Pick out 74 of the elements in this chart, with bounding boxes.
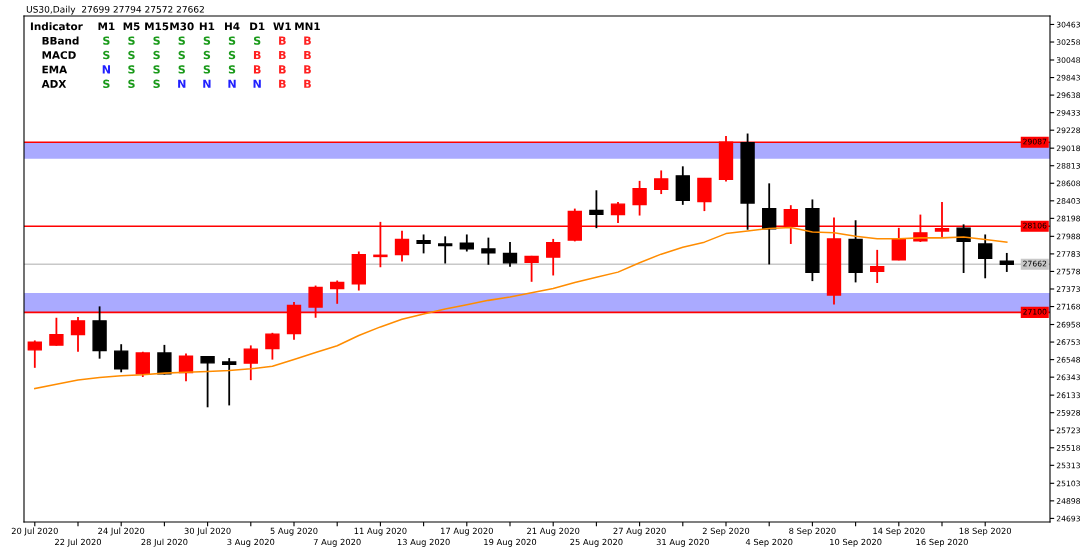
x-tick-label: 14 Sep 2020 bbox=[873, 527, 925, 536]
text: S bbox=[128, 79, 135, 89]
category-label: MN1 bbox=[295, 22, 320, 31]
text: N bbox=[253, 79, 261, 88]
text: B bbox=[279, 79, 286, 88]
x-tick-label: 30 Jul 2020 bbox=[184, 527, 231, 536]
text: S bbox=[178, 50, 185, 60]
x-tick-label: 8 Sep 2020 bbox=[789, 527, 836, 536]
x-tick-label: 17 Aug 2020 bbox=[441, 527, 493, 536]
text: S bbox=[228, 36, 236, 45]
x-tick-label: 27 Aug 2020 bbox=[613, 527, 666, 536]
text: B bbox=[253, 65, 261, 74]
text: S bbox=[228, 65, 236, 74]
text: S bbox=[103, 50, 110, 60]
category-label: M30 bbox=[170, 22, 194, 31]
x-tick-label: 20 Jul 2020 bbox=[11, 527, 58, 536]
text: N bbox=[102, 65, 110, 74]
chart-title: US30,Daily 27699 27794 27572 27662 bbox=[26, 5, 204, 15]
text: S bbox=[178, 36, 185, 45]
x-tick-label: 19 Aug 2020 bbox=[484, 538, 537, 547]
text: B bbox=[304, 50, 311, 60]
text: S bbox=[153, 36, 160, 45]
x-tick-label: 22 Jul 2020 bbox=[55, 538, 102, 547]
text: B bbox=[253, 50, 261, 60]
text: S bbox=[203, 65, 211, 74]
text: S bbox=[128, 36, 135, 45]
text: S bbox=[103, 79, 110, 89]
x-tick-label: 16 Sep 2020 bbox=[916, 538, 968, 547]
x-tick-label: 21 Aug 2020 bbox=[527, 527, 580, 536]
x-tick-label: 11 Aug 2020 bbox=[354, 527, 407, 536]
x-tick-label: 25 Aug 2020 bbox=[570, 538, 623, 547]
text: B bbox=[304, 65, 311, 74]
text: Indicator bbox=[30, 22, 83, 31]
category-label: EMA bbox=[42, 65, 68, 74]
x-tick-label: 31 Aug 2020 bbox=[656, 538, 709, 547]
text: S bbox=[153, 50, 160, 60]
text: B bbox=[304, 79, 311, 88]
text: S bbox=[153, 65, 160, 74]
x-tick-label: 24 Jul 2020 bbox=[98, 527, 145, 536]
text: S bbox=[178, 65, 185, 74]
text: B bbox=[279, 36, 286, 45]
category-label: M15 bbox=[145, 22, 169, 31]
category-label: BBand bbox=[42, 36, 79, 45]
x-tick-label: 18 Sep 2020 bbox=[959, 527, 1012, 536]
text: S bbox=[103, 36, 110, 45]
text: S bbox=[203, 50, 211, 60]
x-tick-label: 5 Aug 2020 bbox=[270, 527, 318, 536]
x-tick-label: 4 Sep 2020 bbox=[745, 538, 793, 547]
text: S bbox=[128, 50, 135, 60]
category-label: H1 bbox=[199, 22, 215, 31]
x-tick-label: 3 Aug 2020 bbox=[227, 538, 275, 547]
text: B bbox=[279, 50, 286, 60]
text: N bbox=[178, 79, 186, 88]
category-label: MACD bbox=[42, 51, 76, 60]
x-tick-label: 10 Sep 2020 bbox=[830, 538, 882, 547]
text: B bbox=[304, 36, 311, 45]
text: S bbox=[153, 79, 160, 89]
category-label: D1 bbox=[250, 22, 265, 31]
x-tick-label: 13 Aug 2020 bbox=[397, 538, 450, 547]
category-label: M5 bbox=[123, 22, 140, 31]
text: S bbox=[253, 36, 261, 45]
category-label: ADX bbox=[41, 80, 67, 88]
x-tick-label: 2 Sep 2020 bbox=[702, 527, 750, 536]
text: B bbox=[279, 65, 286, 74]
category-label: H4 bbox=[225, 22, 240, 31]
text: S bbox=[228, 50, 236, 60]
category-label: M1 bbox=[98, 22, 115, 31]
x-tick-label: 7 Aug 2020 bbox=[313, 538, 361, 547]
text: N bbox=[203, 79, 211, 88]
x-tick-label: 28 Jul 2020 bbox=[141, 538, 188, 547]
category-label: W1 bbox=[273, 22, 291, 31]
text: N bbox=[228, 79, 236, 88]
text: S bbox=[203, 36, 211, 45]
text: S bbox=[128, 65, 135, 74]
